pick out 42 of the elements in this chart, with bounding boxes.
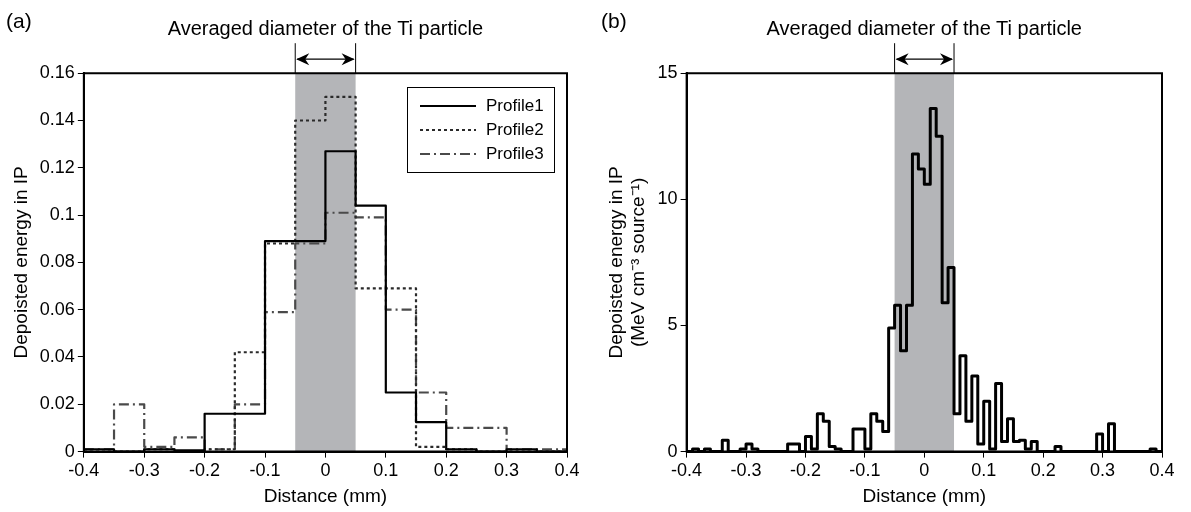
y-tick-label: 0.14 (39, 109, 75, 130)
x-tick-label: 0.3 (1090, 460, 1116, 481)
x-tick-label: 0.2 (433, 460, 459, 481)
chart-title: (b) (601, 9, 627, 33)
x-tick-label: 0.1 (971, 460, 997, 481)
x-tick-label: 0.3 (494, 460, 520, 481)
y-tick-label: 0.04 (39, 345, 75, 366)
x-tick-label: 0.4 (1149, 460, 1175, 481)
x-tick-label: -0.3 (730, 460, 762, 481)
y-tick-label: 0 (667, 440, 678, 461)
x-tick-label: -0.2 (189, 460, 221, 481)
x-tick-label: 0 (919, 460, 930, 481)
x-tick-label: -0.4 (671, 460, 703, 481)
y-tick-label: 0.08 (39, 251, 75, 272)
y-tick-label: 0.12 (39, 156, 75, 177)
y-tick-label: 0.16 (39, 62, 75, 83)
y-tick-label: 5 (667, 314, 678, 335)
x-axis-title: Distance (mm) (862, 484, 987, 506)
x-tick-label: -0.3 (128, 460, 160, 481)
x-tick-label: -0.2 (789, 460, 821, 481)
band-label: Averaged diameter of the Ti particle (167, 16, 484, 39)
x-axis-title: Distance (mm) (263, 484, 388, 506)
y-tick-label: 0.02 (39, 393, 75, 414)
y-tick-label: 0.1 (49, 204, 75, 225)
y-axis-title: Depoisted energy in IP (9, 166, 31, 359)
x-tick-label: -0.4 (68, 460, 100, 481)
y-tick-label: 15 (657, 62, 678, 83)
legend-label: Profile2 (486, 120, 544, 141)
x-tick-label: 0.1 (373, 460, 399, 481)
y-axis-title: Depoisted energy in IP (MeV cm⁻³ source⁻¹) (604, 166, 649, 359)
legend-label: Profile3 (486, 144, 544, 165)
y-tick-label: 10 (657, 188, 678, 209)
x-tick-label: -0.1 (849, 460, 881, 481)
x-tick-label: 0 (320, 460, 331, 481)
chart-title: (a) (6, 9, 32, 33)
legend-label: Profile1 (486, 96, 544, 117)
y-tick-label: 0 (64, 440, 75, 461)
x-tick-label: 0.4 (554, 460, 580, 481)
x-tick-label: 0.2 (1030, 460, 1056, 481)
x-tick-label: -0.1 (249, 460, 281, 481)
band-label: Averaged diameter of the Ti particle (766, 16, 1082, 39)
y-tick-label: 0.06 (39, 298, 75, 319)
